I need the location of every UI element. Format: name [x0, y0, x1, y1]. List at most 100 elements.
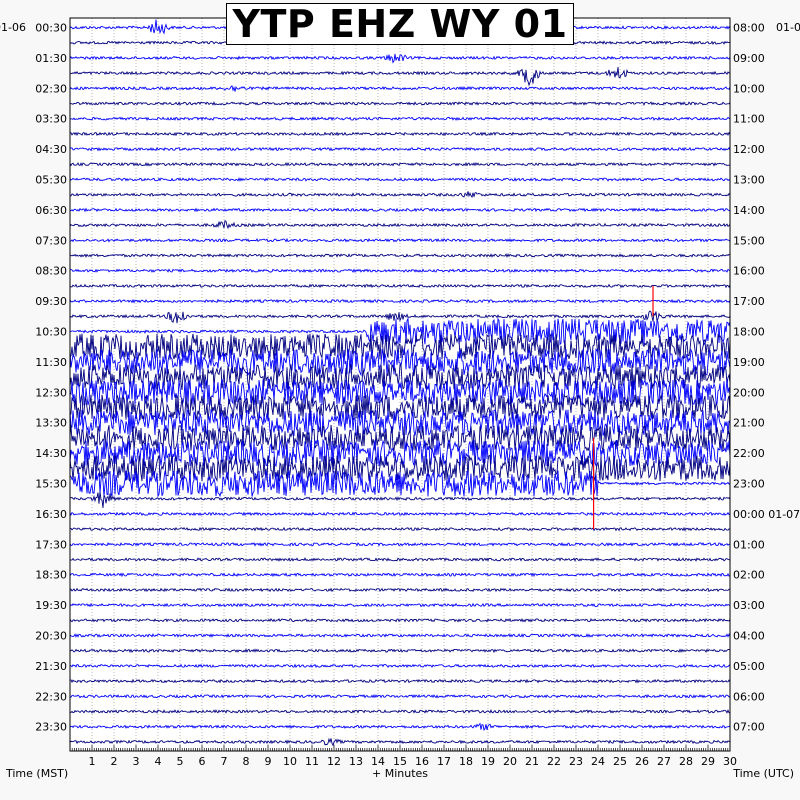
right-tick-label: 05:00 — [733, 660, 765, 673]
left-tick-label: 19:30 — [35, 599, 67, 612]
left-tick-label: 21:30 — [35, 660, 67, 673]
left-tick-label: 07:30 — [35, 234, 67, 247]
left-tick-label: 18:30 — [35, 569, 67, 582]
right-tick-label: 00:00 01-07 — [733, 508, 800, 521]
left-tick-label: 09:30 — [35, 295, 67, 308]
trace-line — [69, 298, 731, 304]
x-tick-label: 17 — [437, 755, 451, 768]
trace-line — [69, 219, 731, 230]
x-tick-label: 12 — [327, 755, 341, 768]
trace-line — [69, 310, 731, 324]
x-tick-label: 2 — [111, 755, 118, 768]
trace-line — [69, 648, 731, 654]
right-tick-label: 16:00 — [733, 265, 765, 278]
left-tick-label: 15:30 — [35, 478, 67, 491]
x-tick-label: 6 — [199, 755, 206, 768]
left-tick-label: 23:30 — [35, 721, 67, 734]
red-event-spikes — [592, 285, 654, 530]
right-tick-label: 22:00 — [733, 447, 765, 460]
x-tick-label: 26 — [635, 755, 649, 768]
right-tick-label: 12:00 — [733, 143, 765, 156]
right-axis-label: Time (UTC) — [732, 767, 794, 780]
left-tick-label: 22:30 — [35, 690, 67, 703]
left-tick-label: 04:30 — [35, 143, 67, 156]
trace-line — [69, 116, 731, 122]
right-tick-label: 15:00 — [733, 234, 765, 247]
right-tick-label: 19:00 — [733, 356, 765, 369]
left-tick-label: 16:30 — [35, 508, 67, 521]
trace-line — [69, 101, 731, 106]
trace-line — [69, 693, 731, 699]
x-tick-label: 29 — [701, 755, 715, 768]
trace-line — [69, 408, 731, 437]
x-tick-label: 23 — [569, 755, 583, 768]
left-tick-label: 11:30 — [35, 356, 67, 369]
trace-line — [69, 207, 731, 213]
left-time-axis: 00:30 01:30 02:30 03:30 04:30 05:30 06:30 07:30… — [35, 22, 67, 734]
x-tick-label: 30 — [723, 755, 737, 768]
chart-title: YTP EHZ WY 01 — [232, 2, 568, 46]
x-tick-label: 3 — [133, 755, 140, 768]
trace-line — [69, 469, 731, 498]
trace-line — [69, 85, 731, 92]
trace-line — [69, 363, 731, 391]
right-tick-label: 10:00 — [733, 82, 765, 95]
trace-line — [69, 393, 731, 422]
left-tick-label: 10:30 — [35, 326, 67, 339]
left-tick-label: 06:30 — [35, 204, 67, 217]
trace-line — [69, 737, 731, 747]
trace-line — [69, 633, 731, 638]
trace-line — [69, 572, 731, 578]
trace-line — [70, 678, 731, 684]
trace-line — [69, 722, 731, 732]
left-tick-label: 20:30 — [35, 630, 67, 643]
left-tick-label: 08:30 — [35, 265, 67, 278]
trace-line — [69, 131, 731, 137]
x-tick-label: 19 — [481, 755, 495, 768]
right-tick-label: 18:00 — [733, 326, 765, 339]
right-tick-label: 11:00 — [733, 113, 765, 126]
trace-line — [69, 491, 731, 508]
x-tick-label: 20 — [503, 755, 517, 768]
right-tick-label: 09:00 — [733, 52, 765, 65]
chart-title-box: YTP EHZ WY 01 — [226, 3, 574, 45]
trace-line — [69, 253, 731, 259]
trace-line — [69, 602, 731, 608]
x-tick-label: 28 — [679, 755, 693, 768]
trace-line — [69, 511, 731, 517]
x-tick-label: 27 — [657, 755, 671, 768]
left-tick-label: 13:30 — [35, 417, 67, 430]
x-tick-label: 4 — [155, 755, 162, 768]
trace-line — [69, 617, 731, 623]
x-tick-label: 22 — [547, 755, 561, 768]
x-tick-label: 13 — [349, 755, 363, 768]
right-tick-label: 02:00 — [733, 569, 765, 582]
right-tick-label: 21:00 — [733, 417, 765, 430]
right-tick-label: 07:00 — [733, 721, 765, 734]
x-tick-label: 10 — [283, 755, 297, 768]
trace-line — [69, 377, 731, 406]
x-axis-label: + Minutes — [372, 767, 428, 780]
left-tick-label: 17:30 — [35, 538, 67, 551]
trace-line — [69, 424, 731, 452]
x-tick-label: 25 — [613, 755, 627, 768]
right-tick-label: 17:00 — [733, 295, 765, 308]
right-tick-label: 03:00 — [733, 599, 765, 612]
trace-line — [69, 332, 731, 362]
left-tick-label: 14:30 — [35, 447, 67, 460]
trace-line — [69, 541, 731, 547]
left-tick-label: 12:30 — [35, 386, 67, 399]
left-axis-label: Time (MST) — [5, 767, 68, 780]
minute-axis: 1 2 3 4 5 6 7 8 9 10 11 12 13 14 15 16 17 18 19 20 21 22 23 24 2… — [69, 745, 737, 768]
x-tick-label: 18 — [459, 755, 473, 768]
x-tick-label: 16 — [415, 755, 429, 768]
trace-line — [69, 161, 731, 167]
left-tick-label: 02:30 — [35, 82, 67, 95]
x-tick-label: 9 — [265, 755, 272, 768]
trace-line — [69, 526, 731, 532]
left-tick-label: 01:30 — [35, 52, 67, 65]
trace-line — [69, 53, 731, 64]
trace-line — [69, 283, 731, 289]
trace-line — [69, 66, 730, 87]
